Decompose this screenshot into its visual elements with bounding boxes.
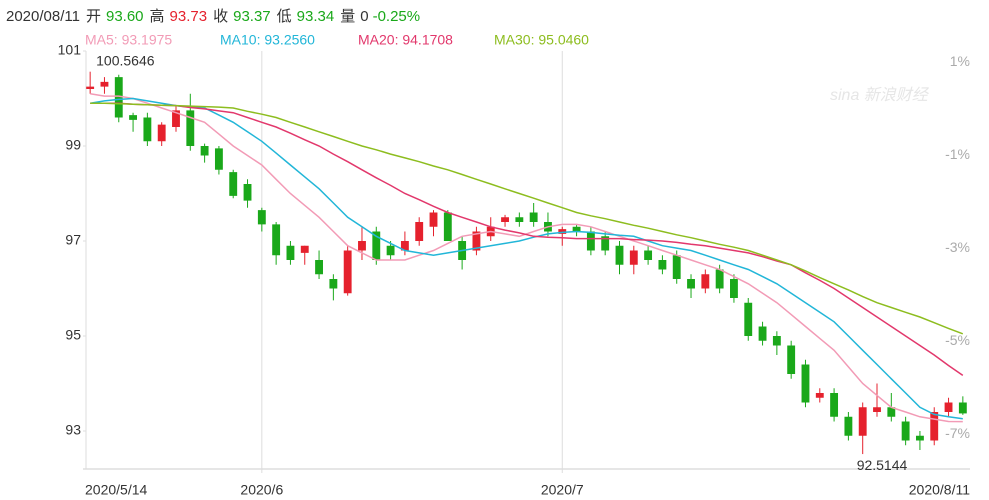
candle-body [386, 245, 395, 256]
watermark: sina 新浪财经 [830, 86, 930, 104]
header-label: 开 [86, 8, 101, 25]
candle-body [214, 148, 223, 170]
y2-tick-label: -3% [945, 239, 970, 255]
x-tick-label: 2020/6 [240, 482, 283, 498]
header-label: 高 [150, 8, 165, 25]
candle-body [815, 393, 824, 398]
candle-body [772, 336, 781, 346]
candle-body [157, 124, 166, 142]
candle-body [744, 302, 753, 336]
candle-body [372, 231, 381, 260]
candle-body [644, 250, 653, 260]
header: 2020/08/11 开 93.60 高 93.73 收 93.37 低 93.34 量 0 -0.2… [6, 8, 420, 25]
max-label: 100.5646 [96, 52, 155, 68]
legend-entry: MA5: 93.1975 [85, 32, 172, 48]
x-tick-label: 2020/7 [541, 482, 584, 498]
x-tick-label: 2020/5/14 [85, 482, 147, 498]
candle-body [701, 274, 710, 289]
y2-tick-label: -7% [945, 425, 970, 441]
candle-body [529, 212, 538, 222]
candle-body [200, 146, 209, 156]
candle-body [658, 260, 667, 270]
candle-body [143, 117, 152, 142]
header-label: 低 [277, 8, 292, 25]
candle-body [758, 326, 767, 341]
ma-line [90, 102, 964, 377]
candle-body [844, 416, 853, 436]
y-tick-label: 101 [58, 42, 82, 58]
x-tick-label: 2020/8/11 [909, 482, 970, 498]
candle-body [400, 241, 409, 251]
candle-body [873, 407, 881, 412]
y2-tick-label: -5% [945, 332, 970, 348]
ma-line [90, 93, 963, 423]
candle-body [515, 217, 524, 222]
candle-body [172, 110, 180, 127]
candle-body [286, 245, 295, 260]
candle-body [586, 231, 595, 251]
candle-body [272, 224, 281, 256]
legend-entry: MA30: 95.0460 [494, 32, 589, 48]
y-tick-label: 93 [65, 422, 81, 438]
header-value: 93.60 [106, 8, 144, 25]
header-value: 93.34 [297, 8, 335, 25]
y2-tick-label: 1% [950, 53, 970, 69]
ma-line [90, 102, 964, 335]
candle-body [343, 250, 352, 294]
candle-body [243, 184, 252, 201]
candle-body [572, 226, 581, 232]
candle-body [472, 231, 481, 251]
candle-body [672, 255, 681, 279]
ma-line [90, 97, 963, 420]
candle-body [830, 393, 839, 417]
candle-body [358, 241, 366, 251]
candle-body [100, 81, 109, 87]
header-value: 93.37 [233, 8, 271, 25]
candle-body [687, 279, 695, 289]
legend-entry: MA20: 94.1708 [358, 32, 453, 48]
header-date: 2020/08/11 [6, 8, 80, 25]
candle-body [958, 402, 967, 414]
header-value: -0.25% [373, 8, 421, 25]
candle-body [930, 412, 939, 441]
y-tick-label: 99 [65, 137, 81, 153]
candle-body [787, 345, 796, 374]
candle-body [86, 86, 95, 89]
header-value: 0 [360, 8, 368, 25]
candle-body [186, 110, 195, 146]
candle-body [887, 407, 896, 417]
candle-body [944, 402, 953, 412]
candle-body [801, 364, 810, 403]
header-label: 量 [340, 8, 355, 25]
legend-entry: MA10: 93.2560 [220, 32, 315, 48]
y2-tick-label: -1% [945, 146, 970, 162]
candle-body [129, 115, 138, 120]
candle-body [329, 279, 338, 289]
y-tick-label: 97 [65, 232, 81, 248]
header-label: 收 [213, 8, 228, 25]
candle-body [615, 245, 624, 265]
candle-body [300, 245, 309, 253]
candle-body [901, 421, 910, 441]
min-label: 92.5144 [857, 457, 908, 473]
y-tick-label: 95 [65, 327, 81, 343]
candle-body [858, 407, 867, 436]
candle-body [558, 229, 567, 234]
candle-body [443, 212, 452, 241]
candle-body [415, 222, 424, 241]
candle-body [501, 217, 509, 222]
header-value: 93.73 [170, 8, 208, 25]
candle-body [429, 212, 438, 227]
candle-body [629, 250, 638, 265]
candle-body [730, 279, 738, 298]
candle-body [229, 172, 238, 196]
candle-body [114, 77, 123, 118]
candle-body [315, 260, 323, 275]
candle-body [257, 210, 266, 225]
candle-body [601, 236, 610, 251]
candle-body [915, 435, 924, 441]
candle-body [715, 269, 724, 289]
